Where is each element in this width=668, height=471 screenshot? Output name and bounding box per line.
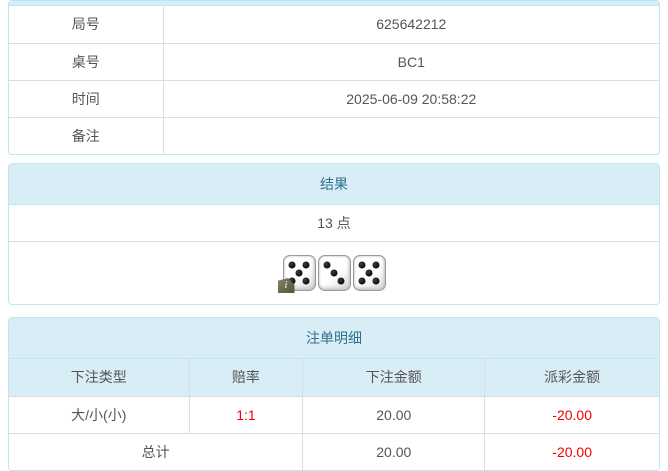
die-pip — [288, 261, 296, 269]
game-info-panel: 局号 625642212 桌号 BC1 时间 2025-06-09 20:58:… — [8, 0, 660, 155]
die-face-5: i — [277, 255, 316, 293]
die-pip — [302, 277, 310, 285]
column-header-bet-type: 下注类型 — [9, 359, 190, 397]
round-number-value: 625642212 — [163, 6, 659, 44]
die-face-3 — [317, 255, 351, 291]
total-label-cell: 总计 — [9, 433, 303, 470]
total-payout-cell: -20.00 — [484, 433, 659, 470]
game-info-table: 局号 625642212 桌号 BC1 时间 2025-06-09 20:58:… — [9, 6, 659, 154]
remark-value — [163, 117, 659, 154]
bet-detail-panel: 注单明细 下注类型 赔率 下注金额 派彩金额 大/小(小) 1:1 20.00 … — [8, 317, 660, 471]
bet-amount-cell: 20.00 — [302, 396, 485, 434]
die-pip — [358, 261, 366, 269]
column-header-payout: 派彩金额 — [484, 359, 659, 397]
column-header-odds: 赔率 — [188, 359, 303, 397]
game-info-panel-heading — [9, 1, 659, 6]
table-number-label: 桌号 — [9, 43, 164, 81]
dice-row: i — [9, 242, 659, 304]
die-face-5 — [352, 255, 386, 291]
total-bet-amount-cell: 20.00 — [302, 433, 485, 470]
table-row: 备注 — [9, 117, 659, 154]
time-label: 时间 — [9, 80, 164, 118]
remark-label: 备注 — [9, 117, 164, 154]
die-pip — [372, 277, 380, 285]
die-pip — [295, 269, 303, 277]
bet-odds-cell: 1:1 — [188, 396, 303, 434]
bet-type-cell: 大/小(小) — [9, 396, 190, 434]
image-info-icon[interactable]: i — [277, 278, 295, 293]
result-panel: 结果 13 点 i — [8, 163, 660, 305]
bet-detail-panel-title: 注单明细 — [9, 318, 659, 359]
die-pip — [288, 277, 296, 285]
table-row: 大/小(小) 1:1 20.00 -20.00 — [9, 396, 659, 434]
table-header-row: 下注类型 赔率 下注金额 派彩金额 — [9, 359, 659, 397]
die-pip — [365, 269, 373, 277]
die-pip — [330, 269, 338, 277]
die-pip — [372, 261, 380, 269]
die-pip — [358, 277, 366, 285]
bet-payout-cell: -20.00 — [484, 396, 659, 434]
die-pip — [302, 261, 310, 269]
round-number-label: 局号 — [9, 6, 164, 44]
die-pip — [323, 261, 331, 269]
table-row: 时间 2025-06-09 20:58:22 — [9, 80, 659, 118]
die-pip — [337, 277, 345, 285]
total-row: 总计 20.00 -20.00 — [9, 433, 659, 470]
result-panel-title: 结果 — [9, 164, 659, 205]
column-header-bet-amount: 下注金额 — [302, 359, 485, 397]
table-row: 局号 625642212 — [9, 6, 659, 44]
time-value: 2025-06-09 20:58:22 — [163, 80, 659, 118]
table-number-value: BC1 — [163, 43, 659, 81]
result-points: 13 点 — [9, 205, 659, 242]
table-row: 桌号 BC1 — [9, 43, 659, 81]
bet-detail-table: 下注类型 赔率 下注金额 派彩金额 大/小(小) 1:1 20.00 -20.0… — [9, 359, 659, 470]
